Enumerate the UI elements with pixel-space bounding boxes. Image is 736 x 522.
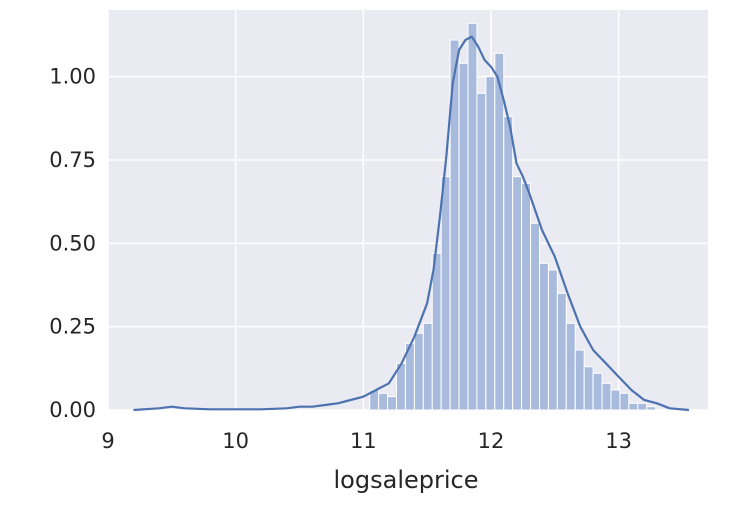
histogram-bar bbox=[476, 92, 487, 411]
histogram-bar bbox=[512, 176, 523, 411]
histogram-bar bbox=[592, 372, 603, 411]
histogram-bar bbox=[521, 182, 532, 411]
y-tick-label: 0.75 bbox=[49, 148, 96, 172]
histogram-bar bbox=[538, 262, 549, 411]
histogram-bar bbox=[387, 396, 398, 411]
histogram-bar bbox=[431, 252, 442, 411]
y-tick-label: 0.00 bbox=[49, 398, 96, 422]
histogram-bar bbox=[574, 349, 585, 411]
y-tick-label: 0.50 bbox=[49, 231, 96, 255]
histogram-bar bbox=[422, 322, 433, 411]
x-tick-label: 10 bbox=[222, 429, 249, 453]
histogram-bar bbox=[610, 389, 621, 411]
x-tick-label: 9 bbox=[101, 429, 114, 453]
y-tick-label: 0.25 bbox=[49, 315, 96, 339]
histogram-bar bbox=[413, 332, 424, 411]
histogram-bar bbox=[547, 269, 558, 411]
histogram-bar bbox=[565, 322, 576, 411]
density-curve bbox=[133, 35, 689, 412]
x-tick-label: 11 bbox=[350, 429, 377, 453]
histogram-bar bbox=[583, 366, 594, 411]
histogram-bar bbox=[378, 392, 389, 411]
histogram-bars bbox=[369, 22, 657, 411]
y-tick-labels: 0.00 0.25 0.50 0.75 1.00 bbox=[49, 65, 96, 422]
x-tick-label: 13 bbox=[605, 429, 632, 453]
histogram-bar bbox=[467, 22, 478, 411]
histogram-bar bbox=[619, 392, 630, 411]
histogram-bar bbox=[530, 222, 540, 411]
y-tick-label: 1.00 bbox=[49, 65, 96, 89]
histogram-bar bbox=[503, 116, 514, 411]
x-tick-label: 12 bbox=[478, 429, 505, 453]
histogram-bar bbox=[494, 52, 505, 411]
histogram-bar bbox=[637, 402, 648, 411]
histogram-bar bbox=[440, 176, 451, 411]
histogram-bar bbox=[458, 62, 469, 411]
histogram-bar bbox=[601, 382, 612, 411]
histogram-bar bbox=[485, 76, 496, 411]
histogram-bar bbox=[628, 402, 639, 411]
x-tick-labels: 9 10 11 12 13 bbox=[101, 429, 632, 453]
histogram-bar bbox=[556, 292, 567, 411]
histogram-bar bbox=[646, 406, 657, 411]
x-axis-title: logsaleprice bbox=[334, 466, 479, 494]
